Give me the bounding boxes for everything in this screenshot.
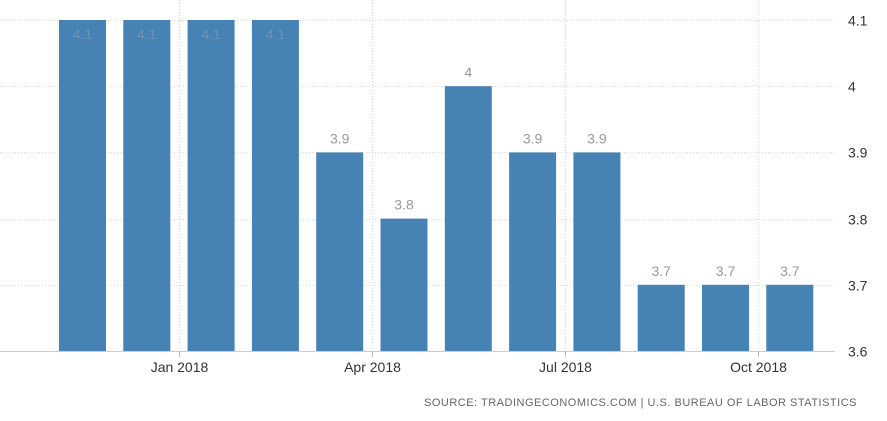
- source-note: SOURCE: TRADINGECONOMICS.COM | U.S. BURE…: [424, 397, 857, 409]
- bar-value-label: 3.9: [330, 130, 350, 146]
- bar-value-label: 4.1: [266, 26, 286, 42]
- x-tick-label: Jul 2018: [539, 359, 592, 375]
- y-tick-label: 3.6: [848, 344, 868, 360]
- bar-value-label: 4.1: [73, 26, 93, 42]
- bar: [123, 20, 171, 351]
- y-tick-label: 3.8: [848, 212, 868, 228]
- bar-value-label: 3.9: [523, 130, 543, 146]
- bar: [59, 20, 106, 351]
- bar: [766, 284, 814, 351]
- bar-value-label: 3.7: [651, 263, 671, 279]
- y-tick-label: 3.7: [848, 278, 868, 294]
- bar-value-label: 3.9: [587, 130, 607, 146]
- bar-value-label: 3.7: [716, 263, 736, 279]
- bar-value-label: 3.7: [780, 263, 800, 279]
- bar-value-label: 4.1: [137, 26, 157, 42]
- y-tick-label: 4: [848, 79, 856, 95]
- bar-value-label: 3.8: [394, 197, 414, 213]
- y-tick-label: 3.9: [848, 145, 868, 161]
- bar-value-label: 4: [464, 64, 472, 80]
- x-tick-label: Oct 2018: [730, 359, 787, 375]
- bar: [251, 20, 299, 351]
- bar: [637, 284, 685, 351]
- bar: [316, 152, 364, 351]
- bar: [573, 152, 621, 351]
- bar: [380, 218, 428, 351]
- bar: [702, 284, 749, 351]
- bar: [509, 152, 557, 351]
- x-tick-label: Apr 2018: [344, 359, 401, 375]
- bar: [187, 20, 235, 351]
- bar-value-label: 4.1: [201, 26, 221, 42]
- bar: [444, 86, 492, 351]
- y-tick-label: 4.1: [848, 13, 868, 29]
- x-tick-label: Jan 2018: [151, 359, 209, 375]
